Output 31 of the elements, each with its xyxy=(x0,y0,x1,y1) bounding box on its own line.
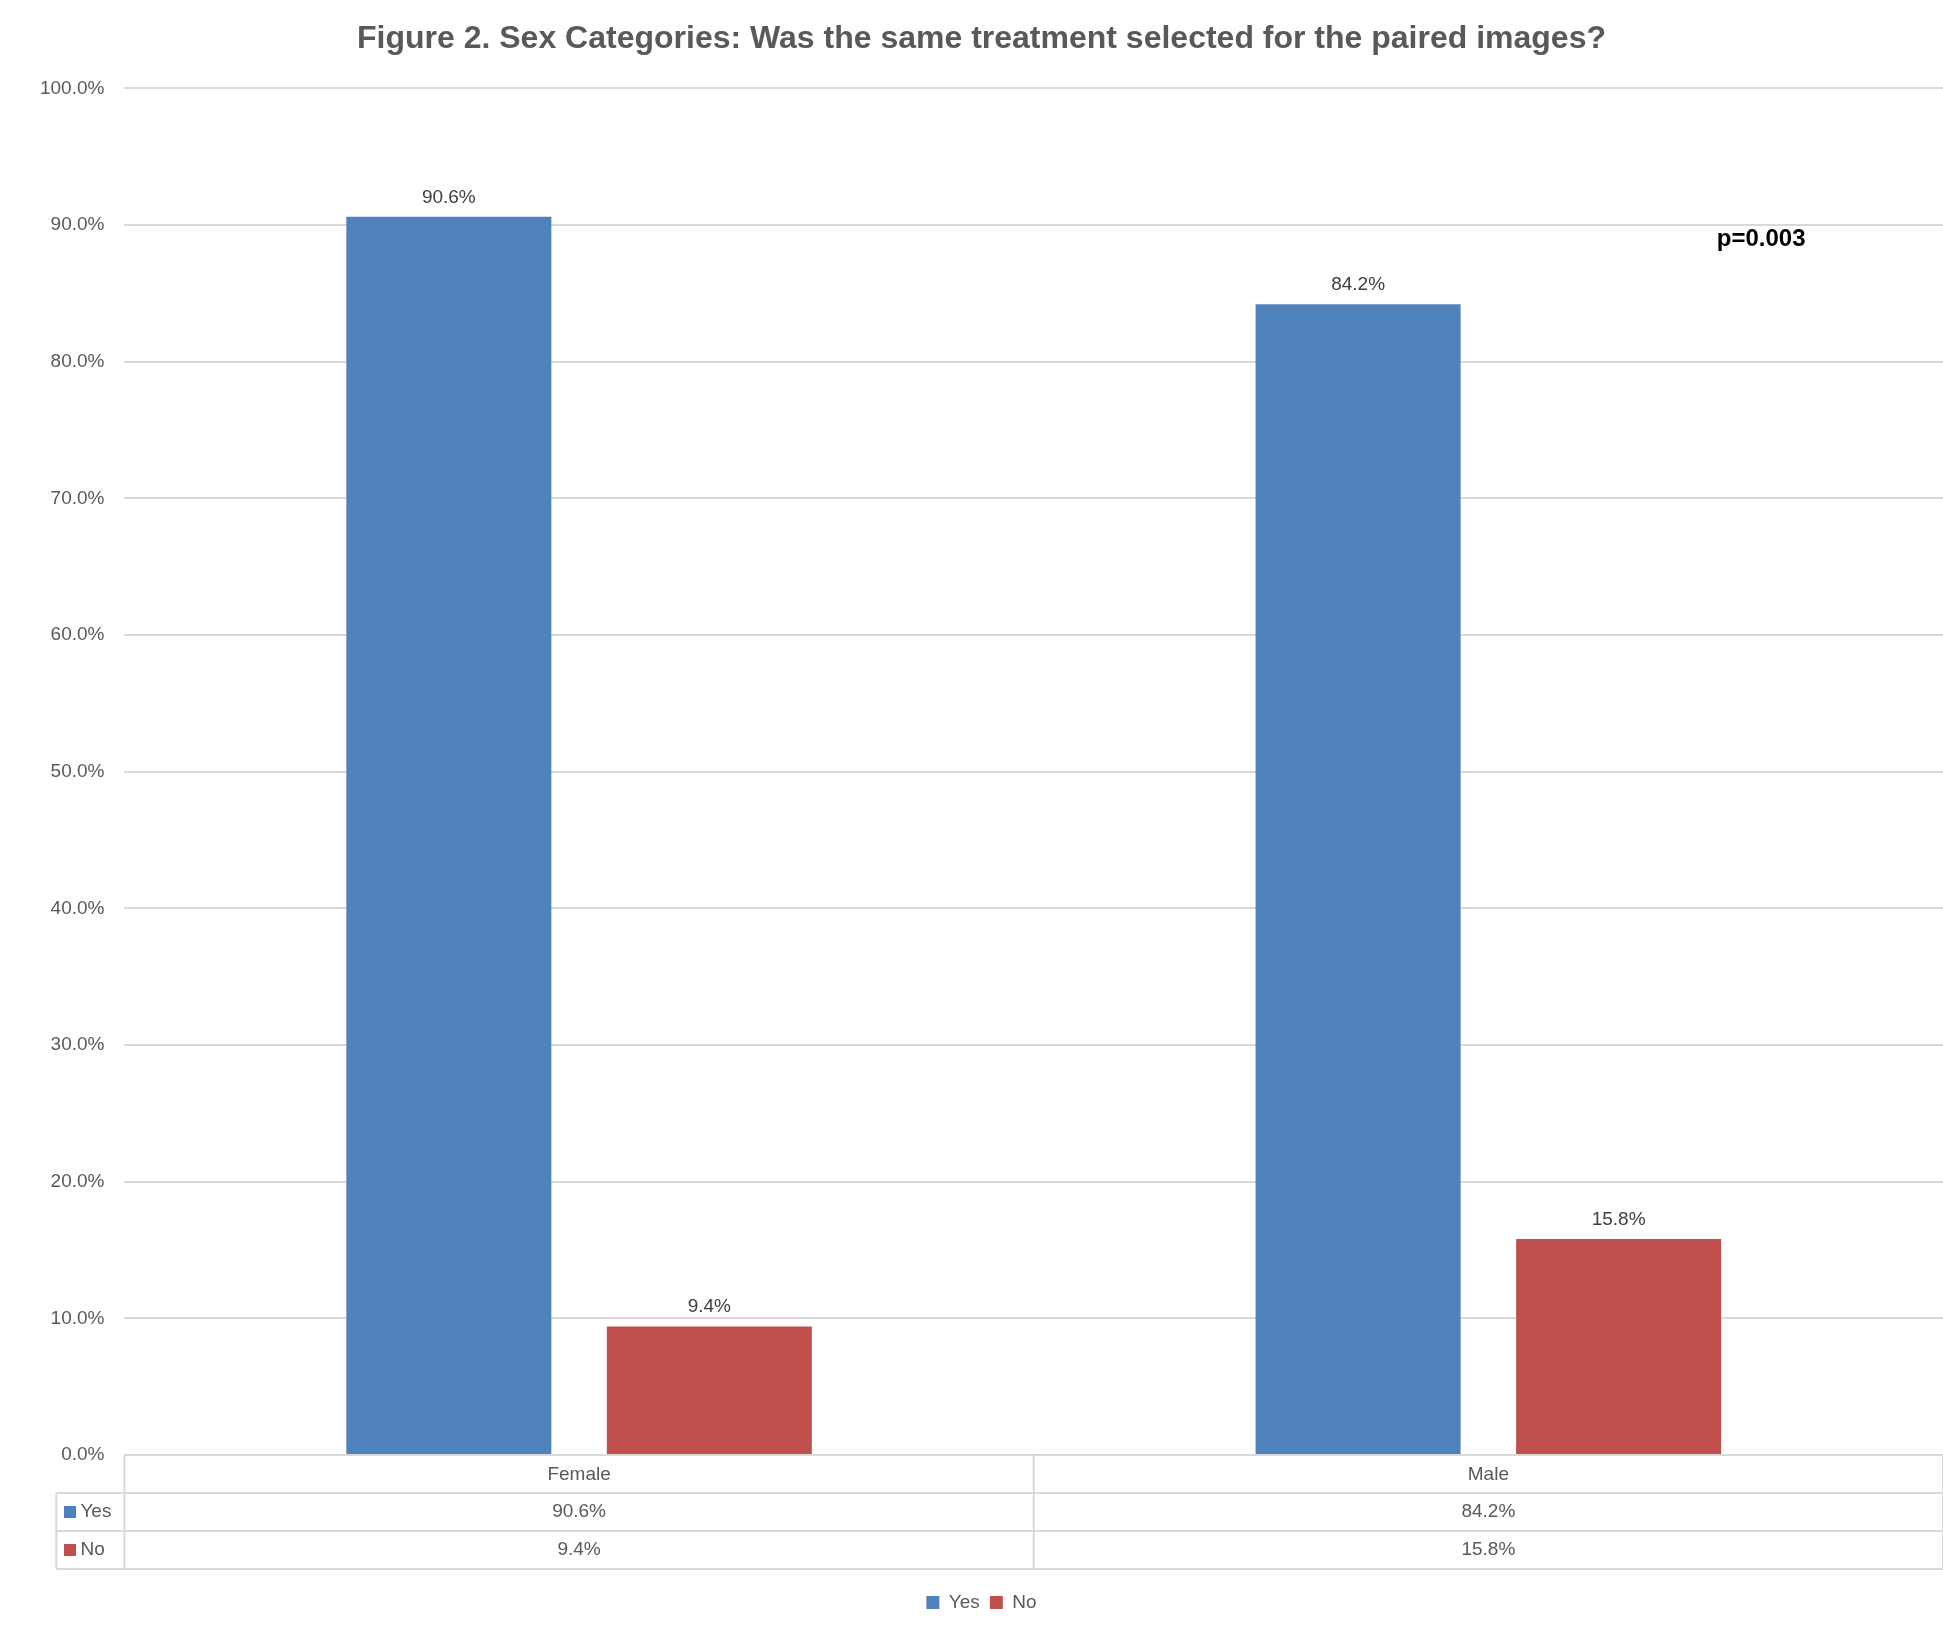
legend-label: No xyxy=(1012,1590,1037,1612)
bar xyxy=(1255,304,1461,1454)
y-tick-label: 40.0% xyxy=(50,896,105,918)
y-tick-label: 100.0% xyxy=(39,76,105,98)
chart-title: Figure 2. Sex Categories: Was the same treatment selected for the paired images? xyxy=(357,19,1606,56)
legend-label: Yes xyxy=(948,1590,980,1612)
x-tick-label: Female xyxy=(547,1462,611,1484)
y-tick-label: 80.0% xyxy=(50,349,105,371)
text: No xyxy=(80,1538,105,1560)
y-tick-label: 20.0% xyxy=(50,1169,105,1191)
y-tick-label: 30.0% xyxy=(50,1033,105,1055)
text: Yes xyxy=(80,1500,112,1522)
text: 9.4% xyxy=(687,1295,731,1317)
y-tick-label: 70.0% xyxy=(50,486,105,508)
bar xyxy=(606,1326,812,1454)
data-label: 90.6% xyxy=(552,1500,607,1522)
text: 15.8% xyxy=(1591,1207,1646,1229)
data-label: 84.2% xyxy=(1461,1500,1516,1522)
y-tick-label: 50.0% xyxy=(50,759,105,781)
y-tick-label: 90.0% xyxy=(50,213,105,235)
annotation: p=0.003 xyxy=(1716,223,1806,251)
bar xyxy=(1516,1239,1722,1454)
x-tick-label: Male xyxy=(1467,1462,1509,1484)
data-label: 9.4% xyxy=(557,1538,601,1560)
text: 90.6% xyxy=(421,185,476,207)
data-label: 15.8% xyxy=(1461,1538,1516,1560)
y-tick-label: 0.0% xyxy=(61,1443,105,1465)
bar xyxy=(346,216,552,1454)
y-tick-label: 10.0% xyxy=(50,1306,105,1328)
y-tick-label: 60.0% xyxy=(50,623,105,645)
text: 84.2% xyxy=(1331,273,1386,295)
